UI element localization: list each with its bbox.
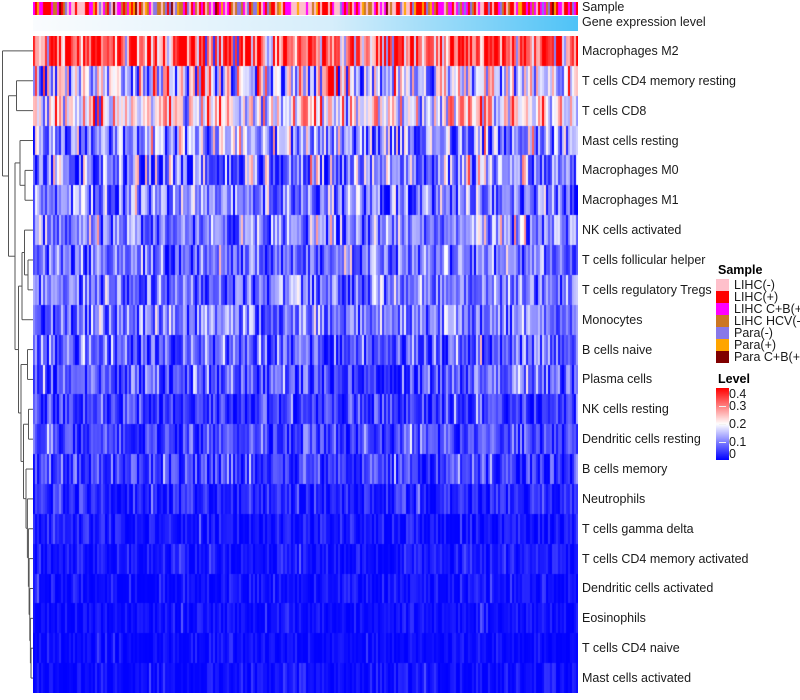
sample-annotation-bar — [33, 2, 578, 15]
sample-legend-item: Para(-) — [716, 327, 800, 339]
gene-expression-annotation-bar — [33, 16, 578, 31]
sample-legend-label: LIHC HCV(-) — [734, 314, 800, 328]
row-label-b-cells-memory: B cells memory — [582, 462, 668, 477]
row-label-macrophages-m2: Macrophages M2 — [582, 43, 679, 58]
heatmap-canvas — [33, 36, 578, 693]
level-legend-tick-label: 0.4 — [729, 386, 747, 401]
row-label-nk-cells-resting: NK cells resting — [582, 402, 669, 417]
row-dendrogram-svg — [2, 50, 33, 679]
row-label-b-cells-naive: B cells naive — [582, 342, 653, 357]
sample-legend-swatch — [716, 339, 729, 351]
row-dendrogram — [0, 36, 33, 693]
sample-legend-item: Para(+) — [716, 339, 800, 351]
sample-legend-swatch — [716, 303, 729, 315]
sample-legend-title: Sample — [718, 263, 763, 277]
row-label-t-cells-regulatory-tregs: T cells regulatory Tregs — [582, 282, 712, 297]
row-label-t-cells-gamma-delta: T cells gamma delta — [582, 521, 694, 536]
sample-legend-item: Para C+B(+) — [716, 351, 800, 363]
row-label-nk-cells-activated: NK cells activated — [582, 223, 682, 238]
sample-annotation-label: Sample — [582, 0, 625, 14]
sample-legend-swatch — [716, 291, 729, 303]
row-label-mast-cells-activated: Mast cells activated — [582, 671, 692, 686]
heatmap-row-labels: Macrophages M2 T cells CD4 memory resting… — [582, 36, 782, 693]
row-label-t-cells-cd8: T cells CD8 — [582, 103, 647, 118]
sample-legend-item: LIHC(+) — [716, 291, 800, 303]
level-legend-tick-label: 0 — [729, 446, 736, 461]
row-label-t-cells-cd4-memory-resting: T cells CD4 memory resting — [582, 73, 736, 88]
sample-legend-swatch — [716, 351, 729, 363]
sample-annotation-canvas — [33, 2, 578, 15]
sample-legend-swatch — [716, 279, 729, 291]
gene-expression-annotation-label: Gene expression level — [582, 15, 706, 29]
sample-legend-item: LIHC HCV(-) — [716, 315, 800, 327]
row-label-plasma-cells: Plasma cells — [582, 372, 653, 387]
legend-panel: Sample LIHC(-) LIHC(+) LIHC C+B(+) LIHC HCV… — [716, 263, 800, 460]
sample-legend-label: Para(+) — [734, 338, 777, 352]
sample-legend-item: LIHC(-) — [716, 279, 800, 291]
row-label-mast-cells-resting: Mast cells resting — [582, 133, 679, 148]
sample-legend-label: LIHC C+B(+) — [734, 302, 800, 316]
heatmap-body — [33, 36, 578, 693]
row-label-dendritic-cells-activated: Dendritic cells activated — [582, 581, 714, 596]
level-legend-tick-label: 0.2 — [729, 416, 747, 431]
row-label-t-cells-follicular-helper: T cells follicular helper — [582, 252, 706, 267]
row-label-dendritic-cells-resting: Dendritic cells resting — [582, 432, 701, 447]
row-label-macrophages-m1: Macrophages M1 — [582, 193, 679, 208]
gene-expression-annotation-canvas — [33, 16, 578, 31]
row-label-t-cells-cd4-naive: T cells CD4 naive — [582, 641, 680, 656]
sample-legend-label: Para(-) — [734, 326, 773, 340]
level-legend-tick-mark — [719, 406, 726, 407]
row-label-neutrophils: Neutrophils — [582, 491, 646, 506]
sample-legend-swatch — [716, 315, 729, 327]
row-label-monocytes: Monocytes — [582, 312, 643, 327]
level-legend-tick-label: 0.1 — [729, 434, 747, 449]
row-label-eosinophils: Eosinophils — [582, 611, 646, 626]
sample-legend-item: LIHC C+B(+) — [716, 303, 800, 315]
level-legend-tick-mark — [719, 424, 726, 425]
level-legend-tick-label: 0.3 — [729, 398, 747, 413]
row-label-macrophages-m0: Macrophages M0 — [582, 163, 679, 178]
sample-legend-label: LIHC(+) — [734, 290, 779, 304]
level-legend-tick-mark — [719, 442, 726, 443]
level-legend-title: Level — [718, 372, 750, 386]
sample-legend-label: Para C+B(+) — [734, 350, 800, 364]
sample-legend-items: LIHC(-) LIHC(+) LIHC C+B(+) LIHC HCV(-) Para… — [716, 279, 800, 363]
sample-legend-swatch — [716, 327, 729, 339]
sample-legend-label: LIHC(-) — [734, 278, 775, 292]
level-legend: Level 0.4 0.3 0.2 0.1 0 — [716, 372, 800, 460]
level-legend-ramp-wrap: 0.4 0.3 0.2 0.1 0 — [716, 388, 800, 460]
row-label-t-cells-cd4-memory-activated: T cells CD4 memory activated — [582, 551, 749, 566]
